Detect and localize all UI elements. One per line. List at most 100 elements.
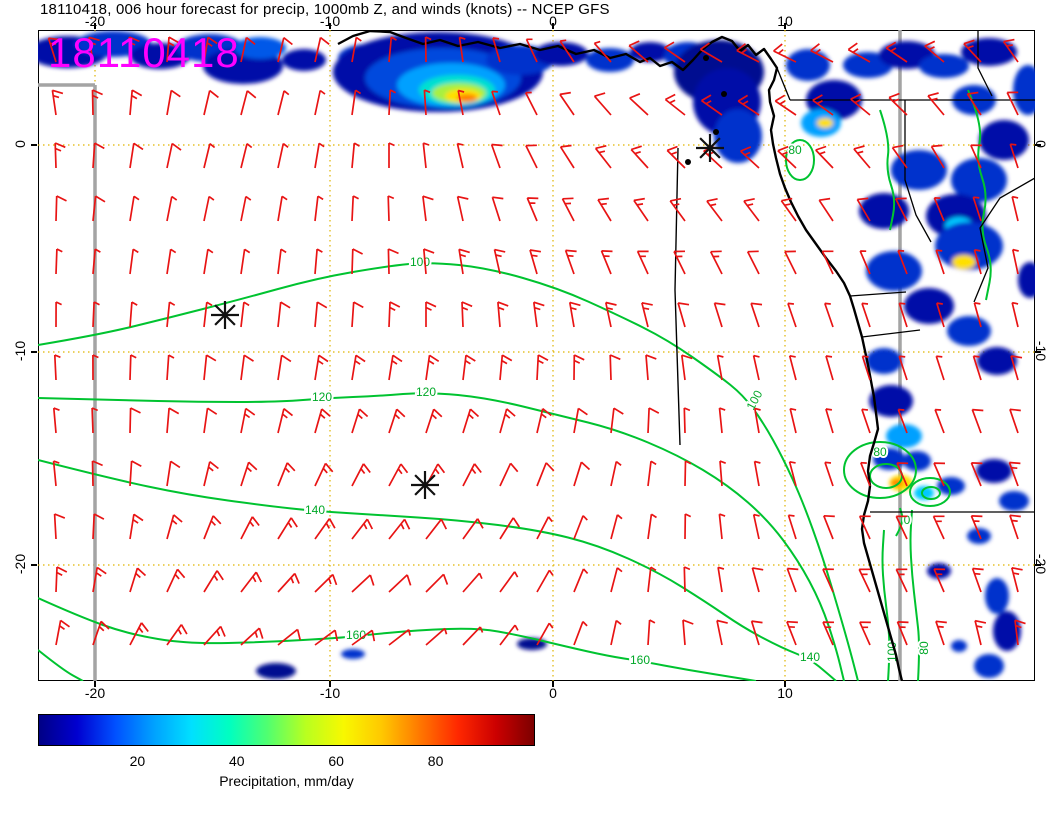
wind-barb — [277, 628, 302, 646]
wind-barb — [743, 197, 760, 222]
wind-barb — [203, 248, 214, 275]
contour-label: 160 — [630, 653, 650, 667]
wind-barb-field — [47, 36, 1026, 646]
wind-barb — [647, 566, 657, 593]
precip-cell — [866, 348, 902, 374]
wind-barb — [853, 145, 871, 169]
wind-barb — [786, 620, 798, 646]
wind-barb — [636, 250, 649, 275]
precip-cell — [517, 638, 547, 650]
x-axis-label-bottom: 10 — [777, 685, 793, 701]
wind-barb — [52, 460, 60, 487]
wind-barb — [780, 197, 797, 222]
wind-barb — [526, 197, 539, 222]
wind-barb — [933, 568, 946, 593]
colorbar-tick-label: 80 — [427, 753, 444, 769]
wind-barb — [55, 301, 62, 328]
wind-barb — [812, 94, 834, 116]
wind-barb — [573, 568, 589, 593]
wind-barb — [858, 568, 871, 593]
y-tick-mark — [1035, 564, 1041, 566]
wind-barb — [314, 573, 338, 593]
wind-barb — [314, 301, 328, 328]
wind-barb — [422, 248, 435, 275]
wind-barb — [277, 354, 292, 381]
precip-cell — [256, 663, 296, 679]
wind-barb — [1009, 514, 1021, 540]
precip-cell — [961, 38, 1017, 66]
wind-barb — [351, 89, 362, 116]
wind-barb — [203, 195, 215, 222]
country-border — [776, 67, 791, 101]
wind-barb — [823, 302, 834, 328]
wind-barb — [666, 145, 686, 169]
wind-barb — [129, 195, 140, 222]
wind-barb — [1009, 143, 1019, 169]
marker-spoke — [699, 137, 721, 159]
wind-barb — [462, 518, 484, 540]
wind-barb — [594, 144, 612, 169]
precip-cell — [951, 640, 967, 652]
wind-barb — [525, 38, 538, 63]
wind-barb — [240, 301, 250, 328]
wind-barb — [240, 354, 254, 381]
wind-barb — [129, 513, 144, 540]
wind-barb — [825, 355, 834, 381]
x-tick-mark — [552, 23, 554, 29]
x-tick-mark — [94, 681, 96, 687]
wind-barb — [709, 250, 723, 275]
wind-barb — [717, 566, 725, 593]
precip-cell — [817, 118, 833, 128]
precip-cell — [985, 578, 1009, 614]
wind-barb — [388, 518, 411, 540]
wind-barb — [91, 407, 99, 434]
wind-barb — [593, 92, 612, 116]
wind-barb — [788, 354, 797, 381]
wind-barb — [129, 301, 138, 328]
height-contour — [38, 262, 859, 681]
wind-barb — [490, 143, 503, 169]
country-border — [977, 30, 993, 97]
wind-barb — [55, 248, 63, 275]
colorbar-tick-label: 40 — [229, 753, 245, 769]
precip-cell — [282, 49, 326, 71]
wind-barb — [456, 195, 469, 222]
wind-barb — [822, 568, 834, 593]
wind-barb — [532, 301, 545, 328]
wind-barb — [1010, 566, 1023, 593]
wind-barb — [970, 515, 983, 540]
wind-barb — [203, 143, 216, 169]
wind-barb — [559, 144, 575, 169]
x-axis-label-top: 0 — [549, 13, 557, 29]
contour-label: 80 — [788, 143, 802, 157]
wind-barb — [664, 41, 686, 63]
wind-barb — [203, 570, 224, 593]
wind-barb — [647, 407, 660, 434]
wind-barb — [935, 302, 945, 328]
height-contour — [967, 89, 992, 301]
wind-barb — [461, 301, 473, 328]
wind-barb — [564, 249, 577, 275]
wind-barb — [751, 567, 764, 593]
precip-cell — [914, 486, 934, 500]
wind-barb — [593, 40, 612, 63]
wind-barb — [314, 518, 336, 540]
wind-barb — [972, 196, 982, 222]
x-axis-label-bottom: -10 — [319, 685, 341, 701]
height-contour-ring — [921, 486, 941, 500]
wind-barb — [499, 408, 516, 434]
wind-barb — [166, 407, 180, 434]
wind-barb — [669, 197, 686, 222]
wind-barb — [129, 622, 149, 646]
wind-barb — [240, 36, 256, 63]
wind-barb — [351, 354, 366, 381]
wind-barb — [932, 515, 945, 540]
height-contour — [38, 392, 845, 681]
height-contour — [38, 649, 84, 681]
precip-cell — [341, 649, 365, 659]
wind-barb — [240, 627, 264, 646]
wind-barb — [129, 407, 141, 434]
wind-barb — [858, 515, 871, 540]
wind-barb — [388, 89, 396, 116]
